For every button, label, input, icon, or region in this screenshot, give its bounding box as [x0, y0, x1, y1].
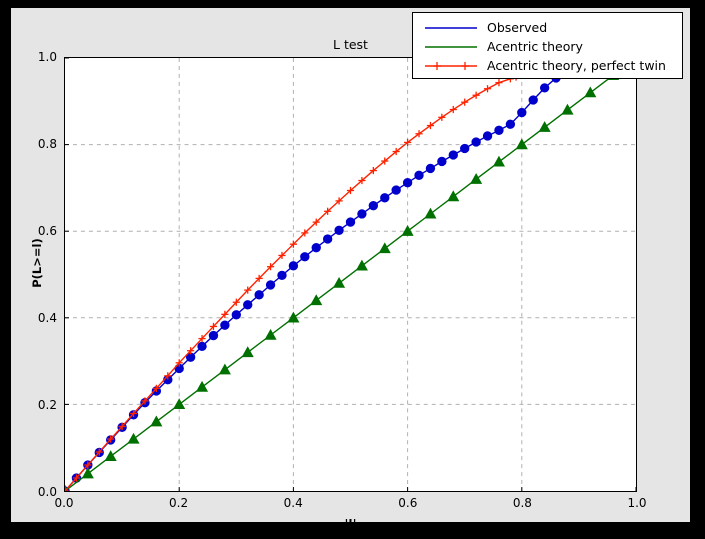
y-tick-label: 0.8: [37, 137, 57, 151]
data-marker-triangle: [104, 450, 117, 461]
data-marker-circle: [414, 170, 424, 181]
data-marker-triangle: [561, 103, 574, 115]
legend-item[interactable]: Acentric theory: [413, 37, 682, 56]
data-marker-triangle: [378, 242, 391, 254]
data-marker-circle: [288, 261, 299, 271]
legend-item[interactable]: Observed: [413, 18, 682, 37]
data-marker-triangle: [355, 259, 368, 271]
data-marker-triangle: [264, 328, 277, 340]
data-marker-triangle: [470, 173, 483, 184]
data-marker-triangle: [515, 138, 528, 150]
legend-swatch: [423, 58, 479, 74]
x-tick-label: 1.0: [627, 496, 647, 510]
data-marker-triangle: [218, 363, 231, 375]
data-marker-circle: [402, 178, 413, 188]
data-marker-circle: [345, 217, 356, 227]
plot-area: [64, 57, 637, 492]
y-tick-label: 0.2: [37, 398, 57, 412]
data-marker-circle: [231, 310, 241, 320]
data-marker-triangle: [492, 155, 505, 167]
data-marker-triangle: [447, 190, 460, 202]
data-marker-circle: [357, 209, 367, 219]
data-marker-triangle: [401, 224, 414, 236]
data-marker-circle: [471, 137, 481, 147]
legend-label: Observed: [487, 19, 548, 35]
data-marker-circle: [243, 300, 253, 310]
data-marker-circle: [517, 107, 527, 118]
data-marker-circle: [482, 131, 493, 141]
chart-title: L test: [333, 37, 368, 52]
data-marker-circle: [300, 252, 310, 262]
x-tick-label: 0.8: [512, 496, 532, 510]
data-marker-triangle: [173, 398, 186, 410]
data-marker-triangle: [310, 294, 323, 306]
data-marker-circle: [528, 95, 538, 105]
legend-item[interactable]: Acentric theory, perfect twin: [413, 56, 682, 75]
data-marker-triangle: [424, 207, 437, 219]
data-marker-circle: [277, 270, 287, 281]
data-marker-circle: [220, 320, 230, 330]
y-tick-label: 0.4: [37, 311, 57, 325]
plot-svg: [65, 58, 636, 491]
data-marker-triangle: [81, 467, 94, 479]
legend-swatch: [423, 20, 479, 36]
x-tick-label: 0.0: [54, 496, 74, 510]
data-marker-circle: [311, 242, 321, 253]
data-marker-triangle: [333, 276, 346, 288]
legend-swatch: [423, 39, 479, 55]
data-marker-circle: [460, 143, 470, 154]
x-axis-label: |l|: [344, 517, 357, 531]
series-line: [65, 77, 557, 491]
data-marker-triangle: [150, 415, 163, 427]
figure-canvas: L test P(L>=l) |l| 0.0 0.2 0.4 0.6 0.8 1.0 0.…: [11, 8, 690, 531]
legend-label: Acentric theory, perfect twin: [487, 57, 666, 73]
x-tick-label: 0.6: [398, 496, 418, 510]
data-marker-circle: [254, 290, 264, 300]
series-line: [65, 76, 517, 491]
data-marker-circle: [539, 83, 550, 93]
data-marker-circle: [265, 280, 276, 290]
data-marker-circle: [494, 125, 504, 135]
data-marker-triangle: [241, 346, 254, 358]
data-marker-triangle: [196, 380, 209, 392]
data-marker-circle: [334, 225, 344, 236]
data-marker-triangle: [127, 432, 140, 444]
data-marker-circle: [505, 119, 516, 129]
legend-box: Observed Acentric theory Acentric theory, …: [412, 12, 683, 79]
data-marker-circle: [368, 200, 379, 211]
data-marker-circle: [448, 150, 458, 160]
data-marker-circle: [391, 185, 401, 195]
data-marker-circle: [208, 330, 219, 341]
legend-label: Acentric theory: [487, 38, 583, 54]
data-marker-circle: [380, 193, 390, 203]
x-tick-label: 0.2: [169, 496, 189, 510]
x-tick-label: 0.4: [283, 496, 303, 510]
data-marker-circle: [322, 234, 333, 244]
data-marker-triangle: [538, 121, 551, 132]
y-tick-label: 1.0: [37, 50, 57, 64]
data-marker-triangle: [584, 86, 597, 98]
data-marker-circle: [197, 341, 207, 352]
y-tick-label: 0.0: [37, 485, 57, 499]
data-marker-triangle: [287, 311, 300, 323]
data-marker-circle: [425, 163, 436, 174]
data-marker-circle: [437, 156, 447, 167]
y-tick-label: 0.6: [37, 224, 57, 238]
